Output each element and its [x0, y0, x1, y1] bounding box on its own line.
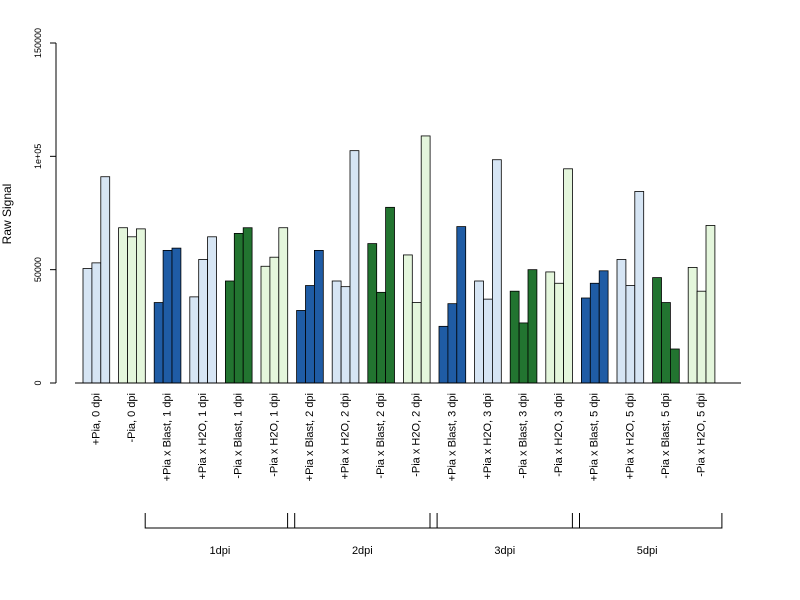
y-tick-label: 0 [33, 380, 43, 385]
bar [118, 227, 128, 384]
bar [331, 280, 342, 384]
x-tick-label: -Pia x H2O, 1 dpi [268, 393, 280, 477]
bar [687, 266, 698, 384]
bar [296, 310, 306, 384]
x-tick-label: +Pia x H2O, 2 dpi [339, 393, 351, 480]
bar [563, 168, 573, 384]
bar [518, 322, 529, 384]
bar [198, 259, 208, 384]
y-tick-label: 1e+05 [33, 144, 43, 169]
x-tick-label: +Pia x H2O, 5 dpi [624, 393, 636, 480]
bar [269, 256, 280, 384]
bar [634, 191, 645, 384]
bar [100, 176, 111, 384]
bar [598, 270, 609, 384]
bar [545, 271, 556, 384]
bar [554, 282, 565, 384]
dpi-bracket [571, 513, 723, 529]
dpi-brackets: 1dpi 2dpi 3dpi 5dpi [144, 513, 723, 557]
bar [616, 259, 627, 384]
bar [447, 303, 458, 384]
dpi-bracket [287, 513, 438, 529]
bar [376, 291, 387, 384]
bar [367, 243, 378, 384]
bar [420, 135, 431, 384]
bar [242, 227, 253, 384]
bar [260, 265, 271, 384]
bar [153, 302, 164, 384]
dpi-bracket-label: 2dpi [352, 545, 373, 557]
x-tick-label: +Pia x H2O, 1 dpi [197, 393, 209, 480]
bar [233, 232, 244, 384]
dpi-bracket [429, 513, 580, 529]
y-tick-label: 150000 [33, 28, 43, 58]
bar [171, 247, 182, 384]
x-tick-label: -Pia x H2O, 3 dpi [553, 393, 565, 477]
x-tick-label: +Pia x Blast, 3 dpi [446, 393, 458, 481]
y-axis: 0 50000 1e+05 150000 [33, 28, 57, 386]
bar [385, 206, 395, 384]
x-tick-label: +Pia x Blast, 1 dpi [161, 393, 173, 481]
bar [313, 249, 324, 384]
bar [402, 254, 413, 384]
bars [82, 135, 716, 384]
bar [411, 302, 422, 384]
bar [162, 249, 173, 384]
y-tick-label: 50000 [33, 257, 43, 282]
x-tick-label: +Pia x Blast, 2 dpi [304, 393, 316, 481]
bar [82, 268, 93, 384]
dpi-bracket-label: 1dpi [210, 545, 231, 557]
bar [278, 227, 289, 384]
bar [224, 280, 235, 384]
bar [456, 226, 467, 384]
bar [127, 236, 137, 384]
bar [670, 348, 680, 384]
x-tick-label: -Pia, 0 dpi [126, 393, 138, 443]
x-tick-label: -Pia x Blast, 2 dpi [375, 393, 387, 479]
bar [340, 286, 351, 384]
bar [581, 297, 591, 384]
bar [491, 159, 502, 384]
x-tick-labels: +Pia, 0 dpi -Pia, 0 dpi +Pia x Blast, 1 dp… [90, 393, 707, 481]
bar [207, 236, 217, 384]
x-tick-label: +Pia x H2O, 3 dpi [482, 393, 494, 480]
bar [527, 269, 538, 384]
dpi-bracket-label: 3dpi [494, 545, 515, 557]
bar [652, 277, 662, 384]
bar [349, 150, 360, 384]
bar [625, 285, 636, 384]
x-tick-label: -Pia x H2O, 2 dpi [411, 393, 423, 477]
bar [661, 302, 671, 384]
bar [438, 325, 449, 384]
x-tick-label: -Pia x Blast, 1 dpi [233, 393, 245, 479]
dpi-bracket-label: 5dpi [637, 545, 658, 557]
bar [474, 280, 484, 384]
bar [589, 282, 600, 384]
x-tick-label: +Pia x Blast, 5 dpi [589, 393, 601, 481]
bar [135, 228, 146, 384]
x-tick-label: -Pia x H2O, 5 dpi [695, 393, 707, 477]
bar [509, 290, 520, 384]
y-axis-label: Raw Signal [0, 184, 14, 245]
x-tick-label: +Pia, 0 dpi [90, 393, 102, 445]
bar [696, 290, 707, 384]
bar [483, 298, 493, 384]
dpi-bracket [144, 513, 296, 529]
bar [189, 296, 200, 384]
bar [91, 262, 102, 384]
bar [305, 285, 315, 384]
x-tick-label: -Pia x Blast, 3 dpi [517, 393, 529, 479]
bar [705, 225, 716, 384]
x-tick-label: -Pia x Blast, 5 dpi [660, 393, 672, 479]
